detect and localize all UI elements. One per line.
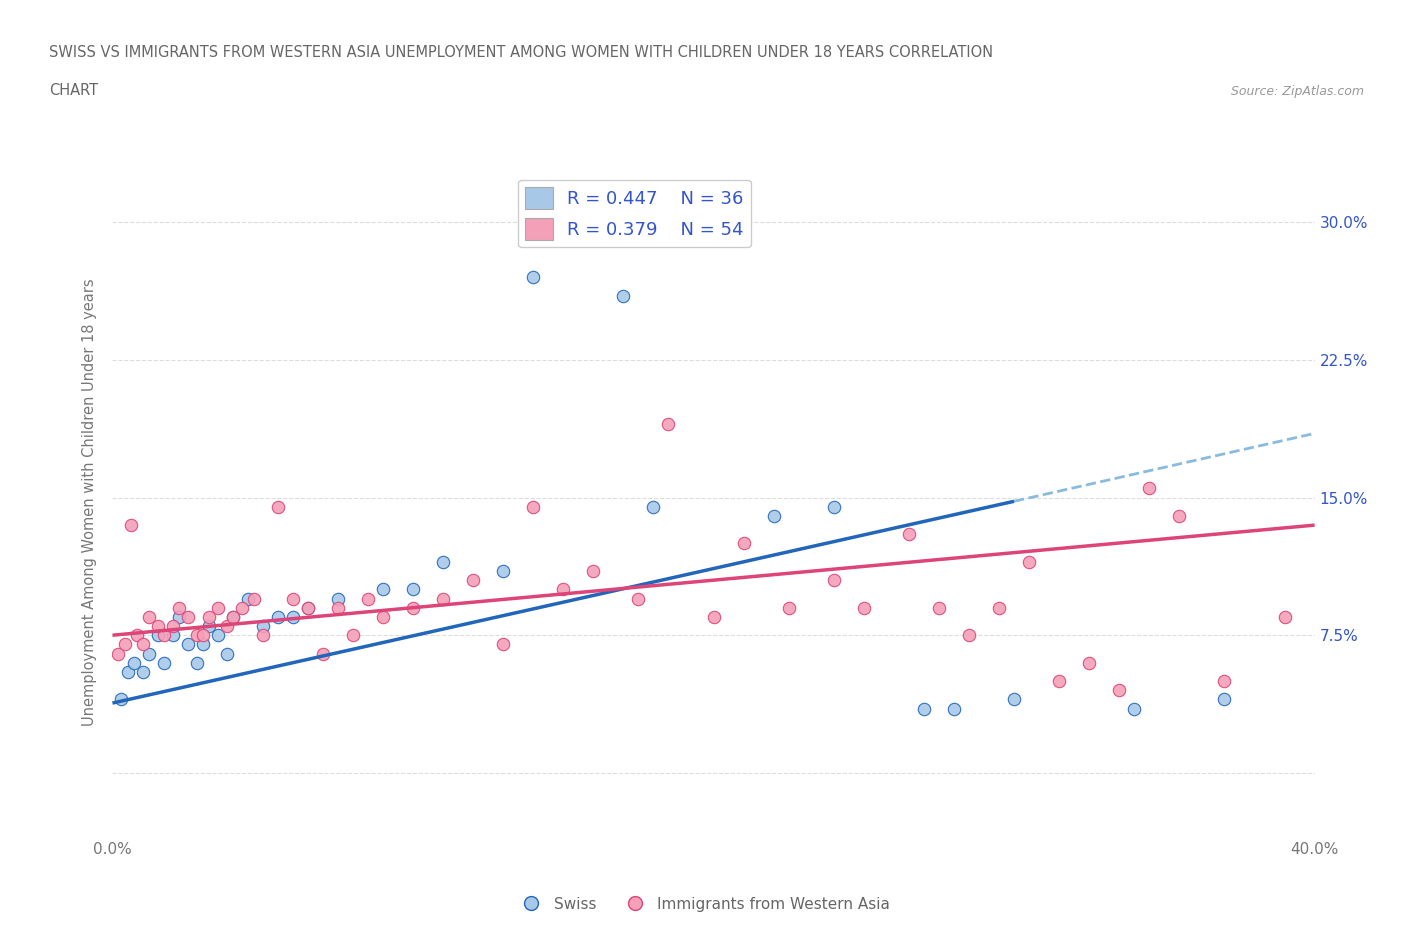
Point xyxy=(236,591,259,606)
Point xyxy=(222,609,245,624)
Point xyxy=(207,600,229,615)
Point xyxy=(197,609,219,624)
Point xyxy=(432,591,454,606)
Point xyxy=(252,618,274,633)
Point xyxy=(342,628,364,643)
Point xyxy=(432,554,454,569)
Point xyxy=(152,628,174,643)
Point xyxy=(125,628,148,643)
Point xyxy=(197,618,219,633)
Point xyxy=(242,591,264,606)
Point xyxy=(1137,481,1160,496)
Point xyxy=(222,609,245,624)
Point xyxy=(281,591,304,606)
Point xyxy=(627,591,650,606)
Point xyxy=(1078,656,1101,671)
Point xyxy=(186,628,208,643)
Point xyxy=(612,288,634,303)
Point xyxy=(1002,692,1025,707)
Point xyxy=(357,591,380,606)
Point xyxy=(152,656,174,671)
Text: Source: ZipAtlas.com: Source: ZipAtlas.com xyxy=(1230,85,1364,98)
Point xyxy=(110,692,132,707)
Point xyxy=(1123,701,1146,716)
Point xyxy=(186,656,208,671)
Point xyxy=(107,646,129,661)
Point xyxy=(823,573,845,588)
Point xyxy=(167,600,190,615)
Point xyxy=(114,637,136,652)
Point xyxy=(942,701,965,716)
Point xyxy=(231,600,253,615)
Point xyxy=(852,600,875,615)
Point xyxy=(928,600,950,615)
Point xyxy=(215,618,238,633)
Point xyxy=(131,664,153,679)
Point xyxy=(267,609,290,624)
Point xyxy=(167,609,190,624)
Legend: R = 0.447    N = 36, R = 0.379    N = 54: R = 0.447 N = 36, R = 0.379 N = 54 xyxy=(519,179,751,247)
Point xyxy=(312,646,335,661)
Point xyxy=(122,656,145,671)
Point xyxy=(657,417,679,432)
Point xyxy=(1213,673,1236,688)
Point xyxy=(297,600,319,615)
Point xyxy=(1168,509,1191,524)
Point xyxy=(176,637,198,652)
Point xyxy=(117,664,139,679)
Point xyxy=(138,646,160,661)
Point xyxy=(912,701,935,716)
Point xyxy=(492,637,515,652)
Y-axis label: Unemployment Among Women with Children Under 18 years: Unemployment Among Women with Children U… xyxy=(82,278,97,726)
Point xyxy=(120,518,142,533)
Point xyxy=(371,609,394,624)
Point xyxy=(215,646,238,661)
Point xyxy=(281,609,304,624)
Point xyxy=(988,600,1011,615)
Point xyxy=(778,600,800,615)
Point xyxy=(897,527,920,542)
Point xyxy=(522,499,544,514)
Point xyxy=(402,600,425,615)
Point xyxy=(162,618,184,633)
Point xyxy=(191,628,214,643)
Point xyxy=(461,573,484,588)
Point xyxy=(191,637,214,652)
Point xyxy=(138,609,160,624)
Point xyxy=(326,600,349,615)
Point xyxy=(326,591,349,606)
Legend: Swiss, Immigrants from Western Asia: Swiss, Immigrants from Western Asia xyxy=(509,891,897,918)
Point xyxy=(1047,673,1070,688)
Point xyxy=(162,628,184,643)
Point xyxy=(146,618,169,633)
Point xyxy=(146,628,169,643)
Point xyxy=(371,582,394,597)
Text: SWISS VS IMMIGRANTS FROM WESTERN ASIA UNEMPLOYMENT AMONG WOMEN WITH CHILDREN UND: SWISS VS IMMIGRANTS FROM WESTERN ASIA UN… xyxy=(49,46,993,60)
Point xyxy=(492,564,515,578)
Text: CHART: CHART xyxy=(49,83,98,98)
Point xyxy=(131,637,153,652)
Point xyxy=(1018,554,1040,569)
Point xyxy=(207,628,229,643)
Point xyxy=(1213,692,1236,707)
Point xyxy=(582,564,605,578)
Point xyxy=(297,600,319,615)
Point xyxy=(522,270,544,285)
Point xyxy=(702,609,725,624)
Point xyxy=(553,582,575,597)
Point xyxy=(402,582,425,597)
Point xyxy=(733,536,755,551)
Point xyxy=(267,499,290,514)
Point xyxy=(643,499,665,514)
Point xyxy=(1274,609,1296,624)
Point xyxy=(762,509,785,524)
Point xyxy=(957,628,980,643)
Point xyxy=(252,628,274,643)
Point xyxy=(176,609,198,624)
Point xyxy=(823,499,845,514)
Point xyxy=(1108,683,1130,698)
